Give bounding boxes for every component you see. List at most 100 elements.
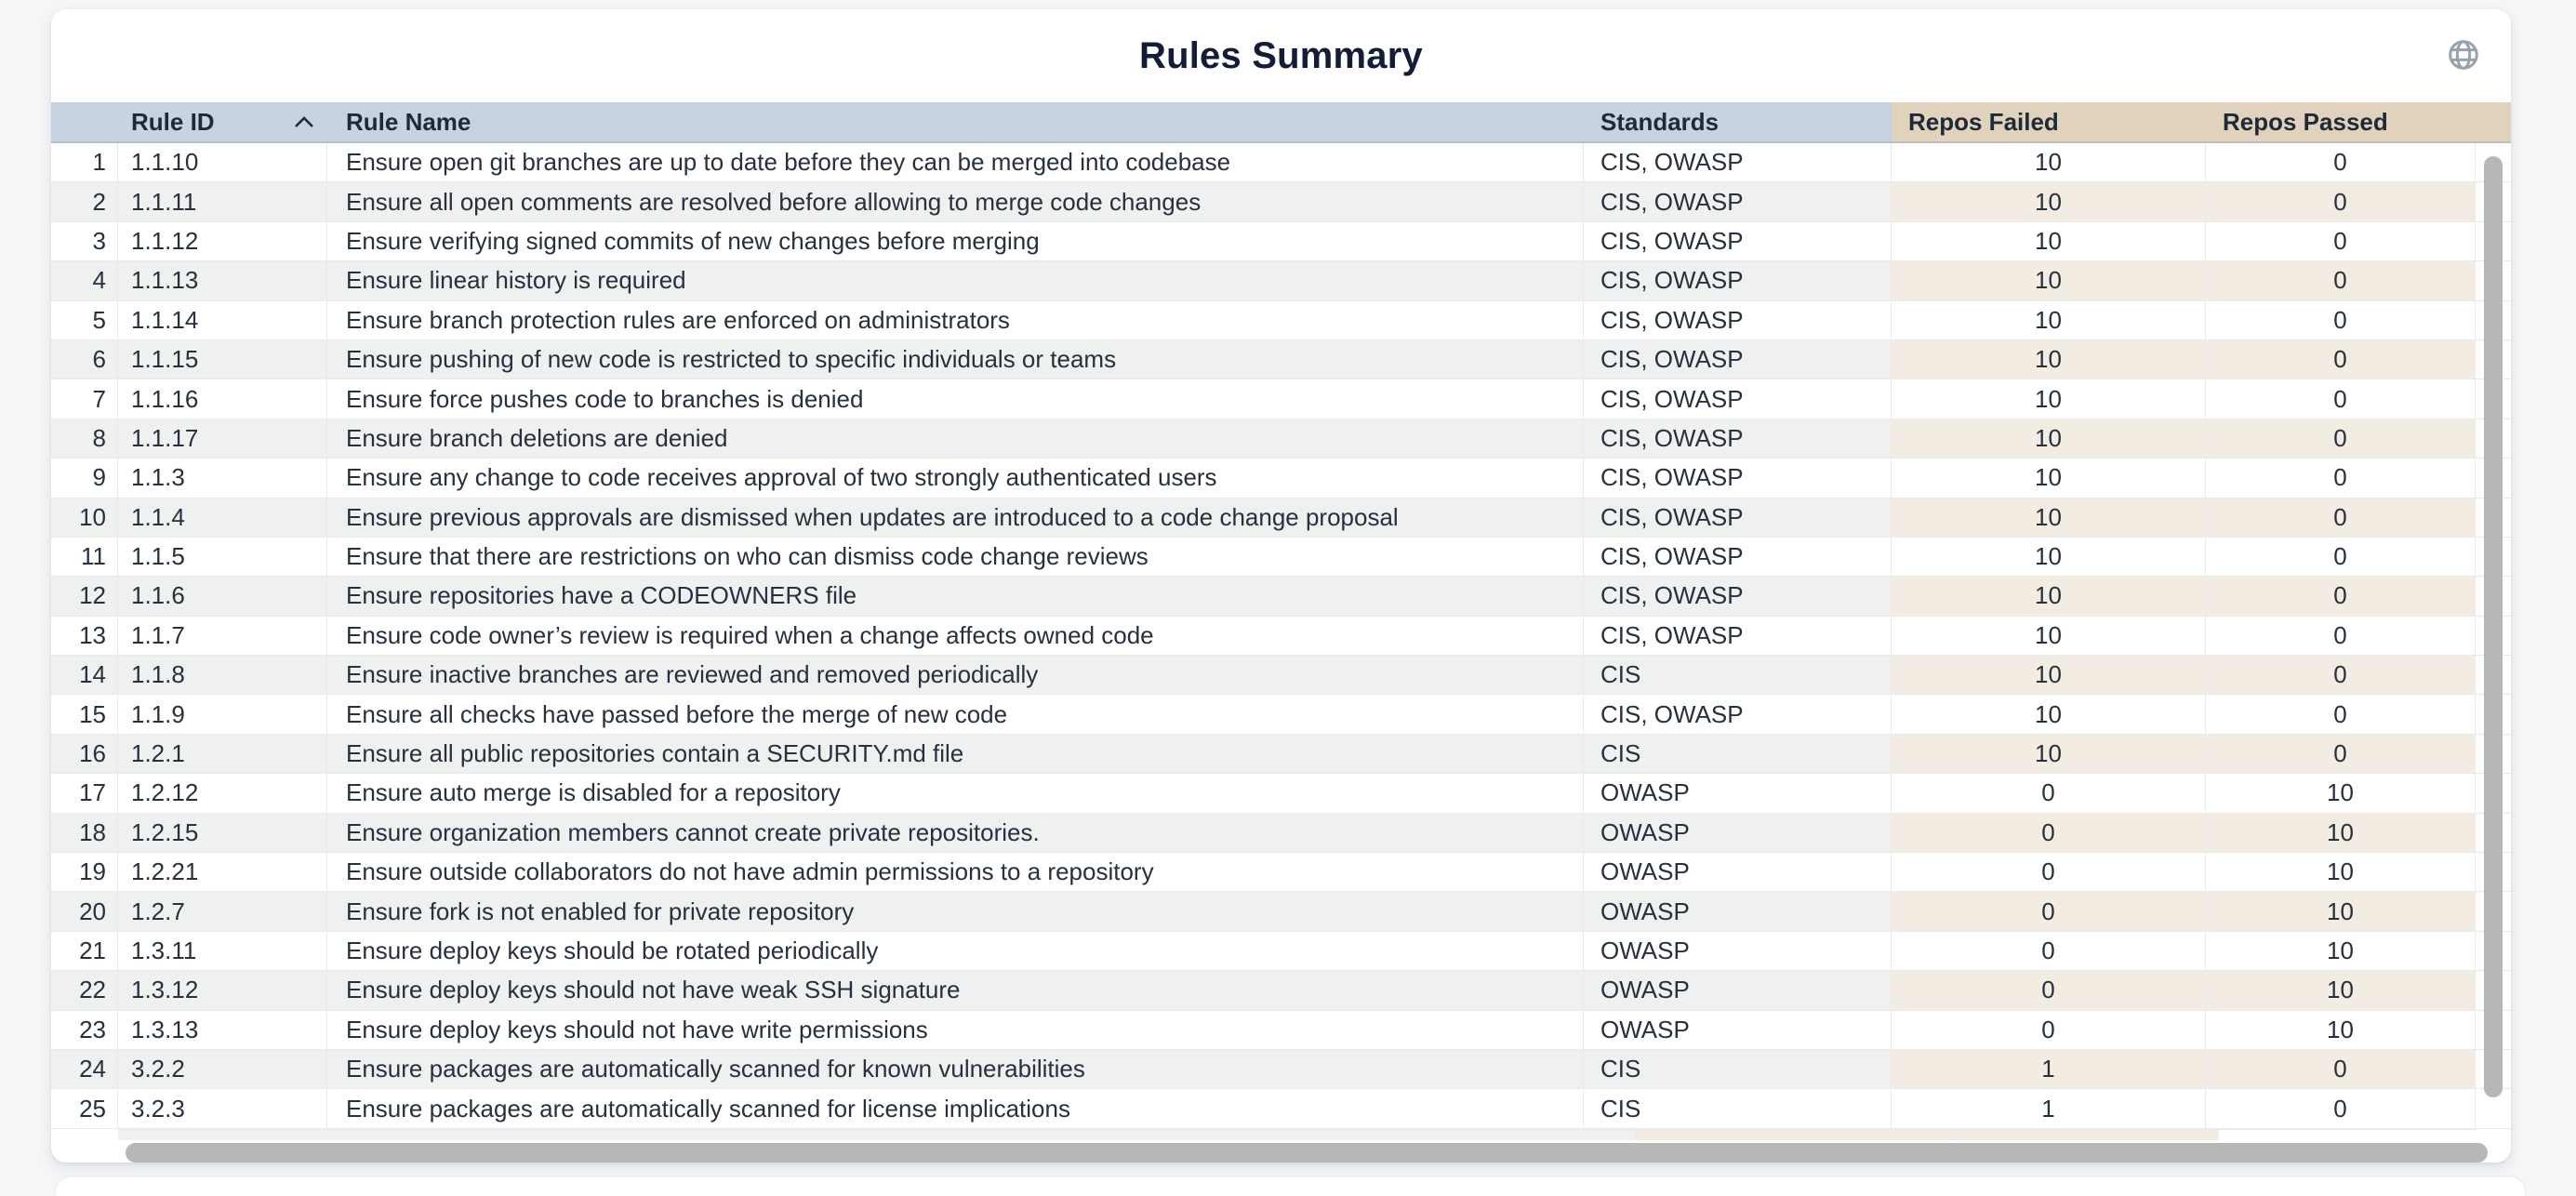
rule-name-cell: Ensure repositories have a CODEOWNERS fi… (327, 577, 1584, 616)
rule-name-cell: Ensure previous approvals are dismissed … (327, 498, 1584, 537)
row-number-cell: 7 (51, 379, 118, 419)
table-row[interactable]: 4 1.1.13 Ensure linear history is required… (51, 261, 2511, 301)
row-number-cell: 23 (51, 1010, 118, 1049)
repos-passed-cell: 10 (2206, 931, 2476, 971)
vertical-scrollbar-thumb[interactable] (2484, 156, 2503, 1097)
header-scrollbar-gutter (2476, 102, 2511, 141)
rule-id-cell: 1.3.12 (118, 971, 327, 1010)
table-row[interactable]: 13 1.1.7 Ensure code owner’s review is req… (51, 616, 2511, 657)
table-row[interactable]: 17 1.2.12 Ensure auto merge is disabled fo… (51, 774, 2511, 814)
row-number-cell: 13 (51, 616, 118, 656)
table-row[interactable]: 20 1.2.7 Ensure fork is not enabled for pr… (51, 892, 2511, 932)
rule-id-cell: 1.2.1 (118, 734, 327, 774)
standards-cell: OWASP (1584, 931, 1892, 971)
table-row[interactable]: 24 3.2.2 Ensure packages are automatically… (51, 1049, 2511, 1090)
column-header-name[interactable]: Rule Name (327, 102, 1584, 141)
standards-cell: CIS, OWASP (1584, 498, 1892, 537)
rule-id-cell: 1.1.10 (118, 143, 327, 182)
rule-id-cell: 3.2.3 (118, 1089, 327, 1128)
table-row[interactable]: 10 1.1.4 Ensure previous approvals are dis… (51, 498, 2511, 538)
rule-name-cell: Ensure packages are automatically scanne… (327, 1049, 1584, 1089)
column-header-label: Rule Name (346, 107, 471, 136)
repos-passed-cell: 0 (2206, 498, 2476, 537)
column-header-num[interactable] (51, 102, 118, 141)
rule-id-cell: 1.1.3 (118, 458, 327, 498)
table-row[interactable]: 18 1.2.15 Ensure organization members cann… (51, 813, 2511, 854)
table-row[interactable]: 15 1.1.9 Ensure all checks have passed bef… (51, 695, 2511, 735)
standards-cell: CIS, OWASP (1584, 419, 1892, 458)
table-row[interactable]: 11 1.1.5 Ensure that there are restriction… (51, 537, 2511, 578)
row-number-cell: 9 (51, 458, 118, 498)
clipped-row-segment (1949, 1130, 2219, 1140)
table-row[interactable]: 7 1.1.16 Ensure force pushes code to branc… (51, 379, 2511, 419)
standards-cell: CIS, OWASP (1584, 616, 1892, 656)
repos-passed-cell: 0 (2206, 261, 2476, 300)
repos-failed-cell: 10 (1892, 458, 2206, 498)
next-card-edge (56, 1177, 2525, 1196)
standards-cell: CIS, OWASP (1584, 537, 1892, 577)
row-number-cell: 24 (51, 1049, 118, 1089)
row-number-cell: 6 (51, 339, 118, 379)
repos-passed-cell: 0 (2206, 339, 2476, 379)
repos-passed-cell: 0 (2206, 221, 2476, 261)
repos-passed-cell: 10 (2206, 971, 2476, 1010)
table-row[interactable]: 19 1.2.21 Ensure outside collaborators do … (51, 853, 2511, 893)
table-row[interactable]: 12 1.1.6 Ensure repositories have a CODEOW… (51, 577, 2511, 617)
rule-id-cell: 1.1.14 (118, 300, 327, 339)
rule-id-cell: 1.3.13 (118, 1010, 327, 1049)
column-header-failed[interactable]: Repos Failed (1892, 102, 2206, 141)
rule-id-cell: 1.1.13 (118, 261, 327, 300)
row-number-cell: 5 (51, 300, 118, 339)
rule-id-cell: 1.1.7 (118, 616, 327, 656)
column-header-passed[interactable]: Repos Passed (2206, 102, 2476, 141)
table-row[interactable]: 14 1.1.8 Ensure inactive branches are revi… (51, 656, 2511, 696)
standards-cell: OWASP (1584, 853, 1892, 892)
rule-id-cell: 1.2.15 (118, 813, 327, 853)
rule-name-cell: Ensure code owner’s review is required w… (327, 616, 1584, 656)
rule-name-cell: Ensure any change to code receives appro… (327, 458, 1584, 498)
table-row[interactable]: 3 1.1.12 Ensure verifying signed commits o… (51, 221, 2511, 262)
table-row[interactable]: 23 1.3.13 Ensure deploy keys should not ha… (51, 1010, 2511, 1050)
table-row[interactable]: 25 3.2.3 Ensure packages are automatically… (51, 1089, 2511, 1129)
column-header-label: Repos Passed (2223, 107, 2388, 136)
repos-failed-cell: 10 (1892, 695, 2206, 734)
repos-passed-cell: 0 (2206, 1049, 2476, 1089)
rule-id-cell: 1.1.12 (118, 221, 327, 261)
rule-name-cell: Ensure all open comments are resolved be… (327, 182, 1584, 221)
table-row[interactable]: 2 1.1.11 Ensure all open comments are reso… (51, 182, 2511, 222)
column-header-std[interactable]: Standards (1584, 102, 1892, 141)
globe-icon[interactable] (2446, 37, 2481, 73)
rule-name-cell: Ensure inactive branches are reviewed an… (327, 656, 1584, 695)
row-number-cell: 19 (51, 853, 118, 892)
table-row[interactable]: 6 1.1.15 Ensure pushing of new code is res… (51, 339, 2511, 380)
rule-id-cell: 1.1.6 (118, 577, 327, 616)
standards-cell: CIS, OWASP (1584, 261, 1892, 300)
table-row[interactable]: 22 1.3.12 Ensure deploy keys should not ha… (51, 971, 2511, 1011)
standards-cell: CIS, OWASP (1584, 695, 1892, 734)
table-row[interactable]: 8 1.1.17 Ensure branch deletions are denie… (51, 419, 2511, 459)
table-row[interactable]: 5 1.1.14 Ensure branch protection rules ar… (51, 300, 2511, 340)
standards-cell: CIS, OWASP (1584, 458, 1892, 498)
rule-name-cell: Ensure organization members cannot creat… (327, 813, 1584, 853)
repos-failed-cell: 10 (1892, 537, 2206, 577)
row-number-cell: 8 (51, 419, 118, 458)
standards-cell: CIS (1584, 656, 1892, 695)
table-row[interactable]: 21 1.3.11 Ensure deploy keys should be rot… (51, 931, 2511, 972)
table-row[interactable]: 9 1.1.3 Ensure any change to code receives… (51, 458, 2511, 498)
repos-passed-cell: 0 (2206, 616, 2476, 656)
table-row[interactable]: 1 1.1.10 Ensure open git branches are up t… (51, 143, 2511, 183)
repos-failed-cell: 0 (1892, 1010, 2206, 1049)
vertical-scrollbar[interactable] (2481, 149, 2505, 1127)
repos-passed-cell: 10 (2206, 813, 2476, 853)
column-header-id[interactable]: Rule ID (118, 102, 327, 141)
rule-name-cell: Ensure pushing of new code is restricted… (327, 339, 1584, 379)
rule-id-cell: 3.2.2 (118, 1049, 327, 1089)
table-header-row: Rule ID Rule Name Standards Repos Failed Rep… (51, 102, 2511, 143)
repos-failed-cell: 10 (1892, 261, 2206, 300)
clipped-next-row (118, 1129, 2476, 1140)
rule-name-cell: Ensure branch deletions are denied (327, 419, 1584, 458)
table-row[interactable]: 16 1.2.1 Ensure all public repositories co… (51, 734, 2511, 775)
horizontal-scrollbar-thumb[interactable] (126, 1143, 2488, 1163)
row-number-cell: 18 (51, 813, 118, 853)
horizontal-scrollbar[interactable] (118, 1140, 2488, 1163)
